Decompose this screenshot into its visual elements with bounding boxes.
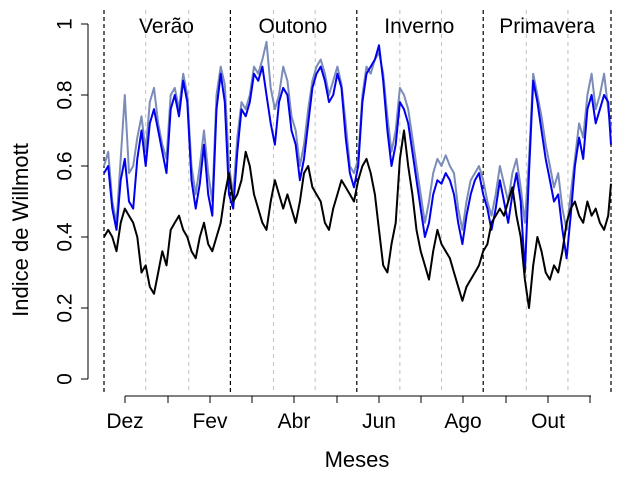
y-tick-label-2: 0.4 [54, 222, 77, 252]
x-tick-label-4: Ago [444, 410, 481, 433]
y-tick-label-5: 1 [54, 18, 77, 30]
x-tick-label-1: Fev [192, 410, 228, 433]
season-label-0: Verão [139, 15, 194, 38]
x-axis-title: Meses [325, 447, 390, 472]
y-axis: 0 0.2 0.4 0.6 0.8 1 [54, 18, 89, 385]
series-line-black [103, 129, 612, 309]
y-tick-label-1: 0.2 [54, 293, 77, 322]
x-tick-label-3: Jun [362, 410, 396, 433]
x-tick-label-0: Dez [106, 410, 143, 433]
season-labels: Verão Outono Inverno Primavera [139, 15, 595, 38]
series-line-blue [103, 44, 612, 274]
y-tick-label-4: 0.8 [54, 80, 77, 109]
season-label-2: Inverno [384, 15, 454, 38]
season-label-3: Primavera [499, 15, 595, 38]
x-axis: Dez Fev Abr Jun Ago Out [106, 395, 591, 433]
season-label-1: Outono [258, 15, 327, 38]
x-tick-label-2: Abr [278, 410, 311, 433]
y-axis-title: Indice de Willmott [8, 143, 33, 317]
y-tick-label-3: 0.6 [54, 151, 77, 180]
x-tick-label-5: Out [531, 410, 565, 433]
y-tick-label-0: 0 [54, 373, 77, 385]
series-group [103, 40, 612, 309]
